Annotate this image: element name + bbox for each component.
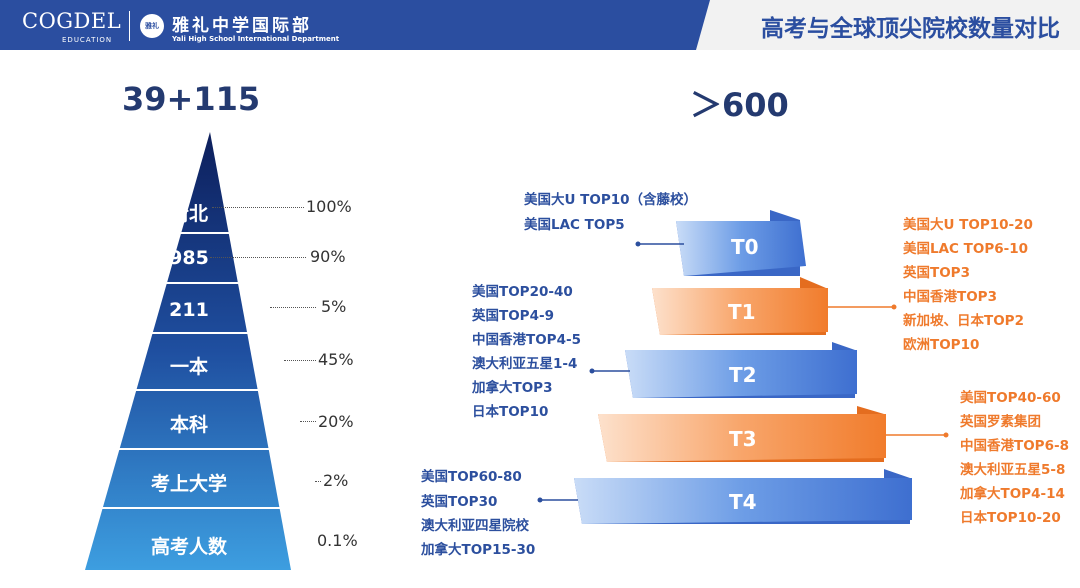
tier-item: 中国香港TOP6-8 — [960, 438, 1069, 454]
logo-divider — [129, 11, 130, 41]
pyramid-level-percent: 5% — [321, 297, 347, 316]
tier-label: T1 — [728, 300, 756, 324]
school-name-cn: 雅礼中学国际部 — [172, 16, 312, 36]
tier-item: 中国香港TOP3 — [903, 289, 997, 305]
tier-item: 澳大利亚四星院校 — [421, 518, 529, 534]
tier-item: 美国大U TOP10-20 — [903, 217, 1033, 233]
school-name-en: Yali High School International Departmen… — [172, 35, 340, 43]
pyramid-level-label: 高考人数 — [150, 536, 227, 558]
leader-line — [284, 360, 316, 361]
leader-line — [300, 421, 316, 422]
tier-item: 美国大U TOP10（含藤校） — [524, 192, 698, 208]
right-headline: ＞600 — [690, 86, 789, 124]
pyramid-level-percent: 90% — [310, 247, 346, 266]
tier-item: 英国TOP30 — [421, 494, 498, 510]
leader-line — [315, 481, 321, 482]
pyramid-level-label: 985 — [169, 247, 209, 269]
leader-line — [270, 307, 316, 308]
pyramid-level-label: 考上大学 — [150, 473, 227, 495]
leader-line — [210, 257, 306, 258]
leader-line — [212, 207, 304, 208]
tier-item: 美国LAC TOP6-10 — [903, 241, 1029, 257]
tier-item: 英国TOP3 — [903, 265, 970, 281]
tier-connectors — [537, 241, 949, 503]
left-headline: 39+115 — [122, 80, 261, 118]
tier-item: 美国LAC TOP5 — [524, 217, 625, 233]
pyramid-level-label: 本科 — [169, 414, 208, 436]
title-box: 高考与全球顶尖院校数量对比 — [696, 0, 1080, 50]
tier-item: 新加坡、日本TOP2 — [903, 313, 1024, 329]
cogdel-logo: COGDEL — [22, 9, 122, 33]
tier-item: 欧洲TOP10 — [903, 337, 980, 353]
yali-seal-icon: 雅礼 — [140, 14, 164, 38]
tier-item: 英国罗素集团 — [960, 414, 1041, 430]
tier-label: T4 — [729, 490, 757, 514]
tier-label: T3 — [729, 427, 757, 451]
pyramid-level-percent: 100% — [306, 197, 352, 216]
tier-item: 美国TOP20-40 — [472, 284, 573, 300]
tier-item: 澳大利亚五星5-8 — [960, 462, 1066, 478]
tier-item: 中国香港TOP4-5 — [472, 332, 581, 348]
pyramid-body — [85, 132, 291, 570]
pyramid-level-percent: 45% — [318, 350, 354, 369]
tier-item: 日本TOP10-20 — [960, 510, 1061, 526]
pyramid-level-label: 一本 — [169, 356, 208, 378]
tier-item: 加拿大TOP15-30 — [421, 542, 536, 558]
page-title: 高考与全球顶尖院校数量对比 — [761, 16, 1060, 42]
tier-item: 澳大利亚五星1-4 — [472, 356, 578, 372]
cogdel-logo-subtitle: EDUCATION — [62, 36, 113, 44]
tier-item: 英国TOP4-9 — [472, 308, 554, 324]
tier-label: T0 — [731, 235, 759, 259]
tier-item: 日本TOP10 — [472, 404, 549, 420]
pyramid-level-percent: 2% — [323, 471, 349, 490]
pyramid-level-percent: 20% — [318, 412, 354, 431]
tier-item: 美国TOP60-80 — [421, 469, 522, 485]
tier-label: T2 — [729, 363, 757, 387]
pyramid-level-label: 211 — [169, 299, 209, 321]
tier-item: 加拿大TOP4-14 — [960, 486, 1065, 502]
pyramid-level-label: 清北 — [169, 203, 208, 225]
tier-item: 美国TOP40-60 — [960, 390, 1061, 406]
tier-ribbons — [574, 210, 912, 524]
pyramid-level-percent: 0.1% — [317, 531, 358, 550]
tier-item: 加拿大TOP3 — [472, 380, 553, 396]
